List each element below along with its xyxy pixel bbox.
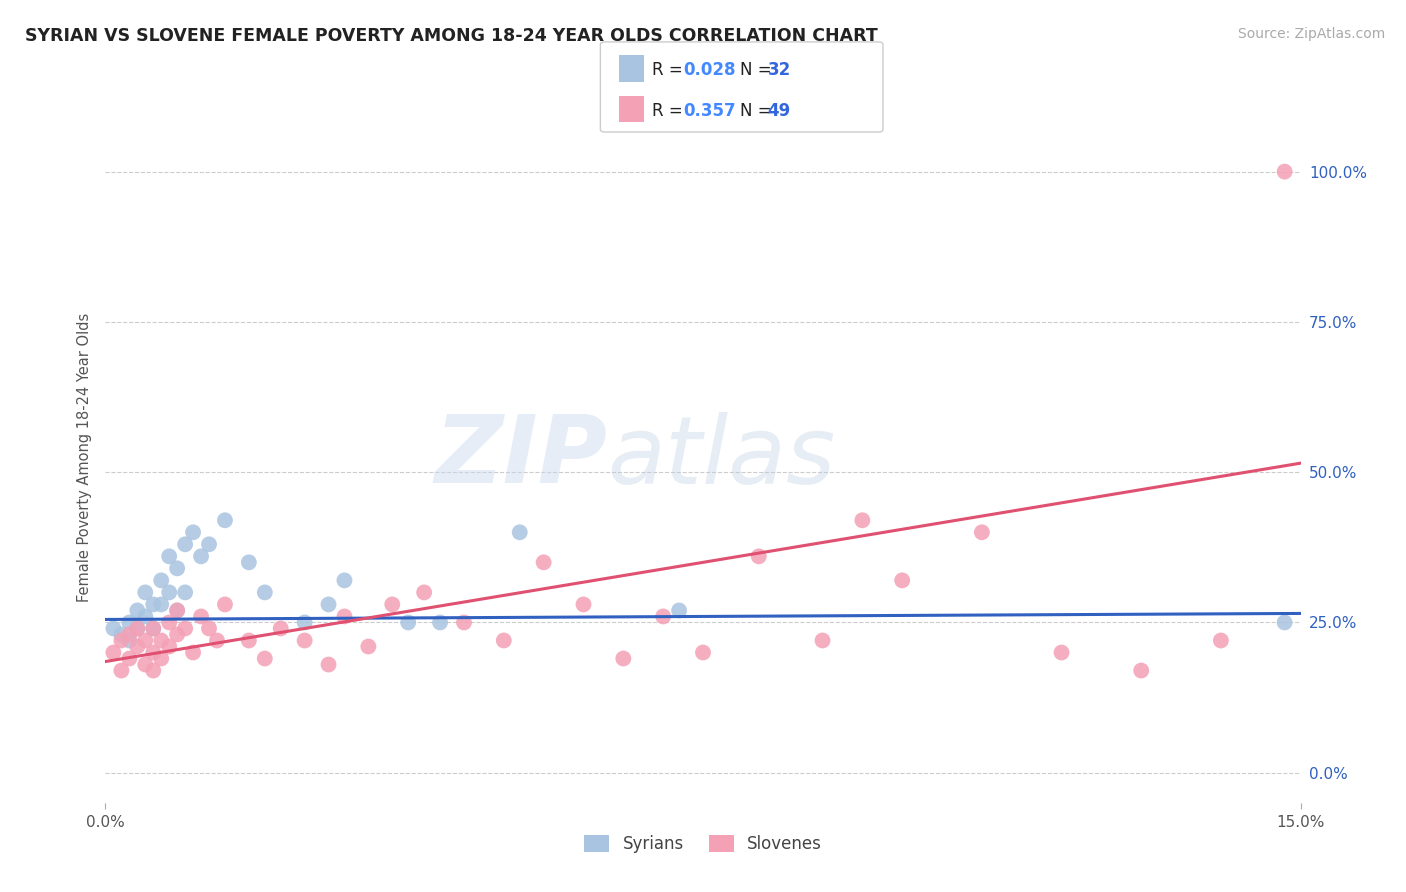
Point	[1274, 164, 1296, 178]
Point	[150, 651, 173, 665]
Point	[333, 574, 356, 588]
Point	[142, 664, 165, 678]
Point	[238, 633, 260, 648]
Point	[142, 598, 165, 612]
Text: SYRIAN VS SLOVENE FEMALE POVERTY AMONG 18-24 YEAR OLDS CORRELATION CHART: SYRIAN VS SLOVENE FEMALE POVERTY AMONG 1…	[25, 27, 879, 45]
Point	[174, 537, 197, 551]
Point	[253, 651, 276, 665]
Point	[692, 646, 714, 660]
Point	[253, 585, 276, 599]
Point	[533, 555, 555, 569]
Point	[127, 603, 149, 617]
Point	[572, 598, 595, 612]
Point	[891, 574, 914, 588]
Point	[110, 627, 132, 641]
Text: ZIP: ZIP	[434, 411, 607, 503]
Point	[166, 603, 188, 617]
Point	[612, 651, 634, 665]
Point	[294, 615, 316, 630]
Point	[118, 615, 141, 630]
Point	[851, 513, 873, 527]
Text: N =: N =	[740, 102, 776, 120]
Point	[142, 622, 165, 636]
Point	[157, 585, 180, 599]
Point	[214, 598, 236, 612]
Point	[118, 633, 141, 648]
Point	[198, 622, 221, 636]
Point	[1130, 664, 1153, 678]
Text: R =: R =	[652, 61, 689, 79]
Point	[1050, 646, 1073, 660]
Point	[429, 615, 451, 630]
Point	[134, 585, 156, 599]
Point	[166, 603, 188, 617]
Point	[270, 622, 292, 636]
Point	[190, 609, 212, 624]
Text: Source: ZipAtlas.com: Source: ZipAtlas.com	[1237, 27, 1385, 41]
Point	[127, 622, 149, 636]
Y-axis label: Female Poverty Among 18-24 Year Olds: Female Poverty Among 18-24 Year Olds	[76, 312, 91, 602]
Text: atlas: atlas	[607, 411, 835, 503]
Text: 0.357: 0.357	[683, 102, 735, 120]
Text: N =: N =	[740, 61, 776, 79]
Point	[134, 657, 156, 672]
Point	[748, 549, 770, 564]
Point	[157, 549, 180, 564]
Point	[1274, 615, 1296, 630]
Point	[127, 622, 149, 636]
Point	[509, 525, 531, 540]
Point	[103, 646, 125, 660]
Point	[150, 598, 173, 612]
Text: 0.028: 0.028	[683, 61, 735, 79]
Point	[118, 651, 141, 665]
Point	[198, 537, 221, 551]
Point	[294, 633, 316, 648]
Point	[811, 633, 834, 648]
Point	[142, 622, 165, 636]
Point	[118, 627, 141, 641]
Point	[166, 561, 188, 575]
Text: 49: 49	[768, 102, 792, 120]
Point	[214, 513, 236, 527]
Point	[668, 603, 690, 617]
Point	[357, 640, 380, 654]
Point	[157, 615, 180, 630]
Point	[396, 615, 419, 630]
Point	[333, 609, 356, 624]
Point	[453, 615, 475, 630]
Point	[174, 585, 197, 599]
Point	[381, 598, 404, 612]
Point	[174, 622, 197, 636]
Point	[318, 657, 340, 672]
Point	[127, 640, 149, 654]
Point	[110, 664, 132, 678]
Point	[110, 633, 132, 648]
Point	[318, 598, 340, 612]
Point	[157, 640, 180, 654]
Point	[103, 622, 125, 636]
Point	[134, 633, 156, 648]
Point	[142, 646, 165, 660]
Point	[970, 525, 993, 540]
Point	[166, 627, 188, 641]
Point	[134, 609, 156, 624]
Text: 32: 32	[768, 61, 792, 79]
Point	[150, 574, 173, 588]
Point	[190, 549, 212, 564]
Point	[205, 633, 228, 648]
Point	[181, 525, 204, 540]
Text: R =: R =	[652, 102, 689, 120]
Point	[492, 633, 515, 648]
Legend: Syrians, Slovenes: Syrians, Slovenes	[578, 829, 828, 860]
Point	[652, 609, 675, 624]
Point	[1209, 633, 1232, 648]
Point	[150, 633, 173, 648]
Point	[181, 646, 204, 660]
Point	[238, 555, 260, 569]
Point	[413, 585, 436, 599]
